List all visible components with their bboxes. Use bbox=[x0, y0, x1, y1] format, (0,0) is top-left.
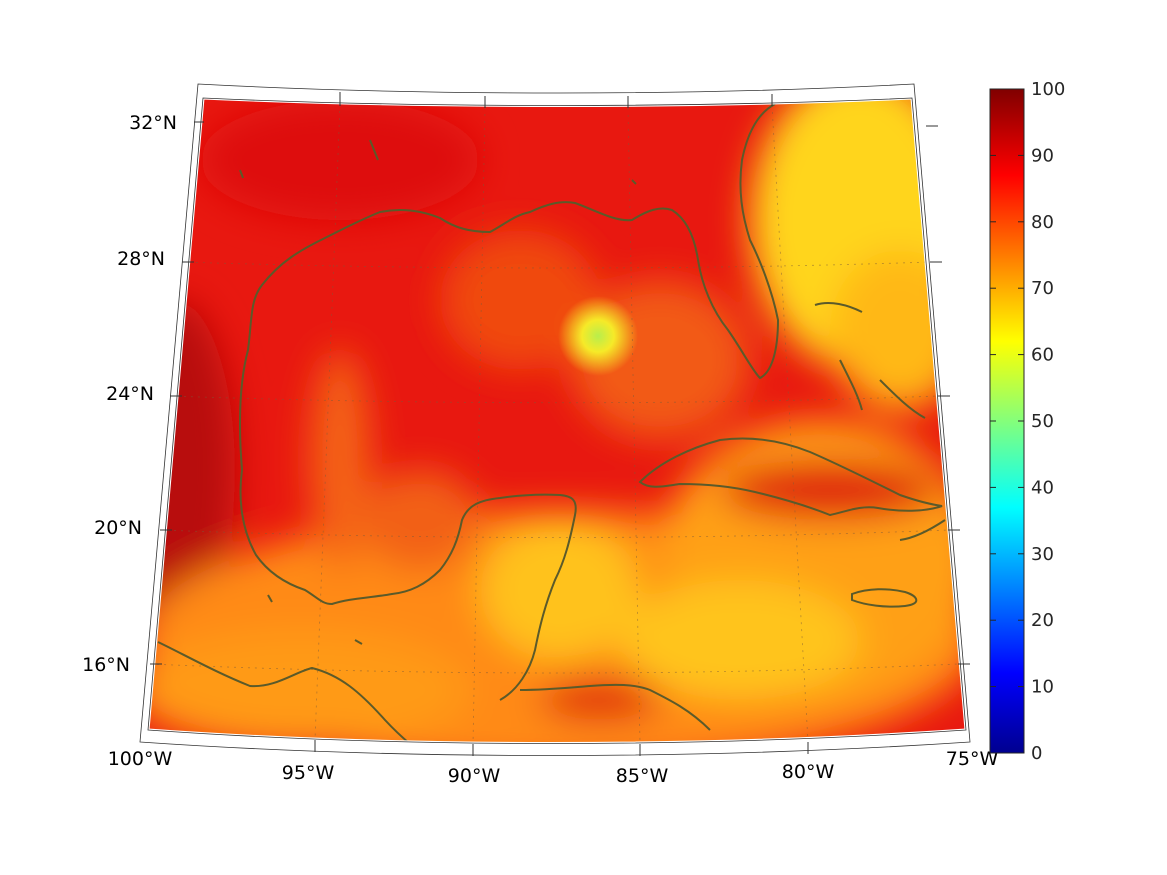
colorbar-tick-label: 60 bbox=[1031, 345, 1054, 366]
lon-label-80w: 80°W bbox=[782, 761, 835, 783]
map-frame-outer bbox=[139, 83, 971, 756]
map-area bbox=[148, 98, 966, 744]
coastline-hispaniola bbox=[899, 519, 946, 541]
colorbar-tick-label: 70 bbox=[1031, 278, 1054, 299]
colorbar-tick-label: 80 bbox=[1031, 212, 1054, 233]
colorbar-tick-label: 100 bbox=[1031, 79, 1065, 100]
coastline-cuba bbox=[638, 437, 943, 517]
lon-label-75w: 75°W bbox=[946, 748, 999, 770]
coastline-us-gulf bbox=[239, 103, 780, 471]
field-shading bbox=[148, 98, 966, 744]
lat-label-28n: 28°N bbox=[117, 248, 165, 270]
colorbar-tick-label: 40 bbox=[1031, 477, 1054, 498]
map-frame-inner bbox=[147, 97, 967, 744]
colorbar-tick-label: 10 bbox=[1031, 677, 1054, 698]
coastline-mexico bbox=[239, 469, 577, 701]
lat-label-24n: 24°N bbox=[106, 383, 154, 405]
lat-label-20n: 20°N bbox=[94, 517, 142, 539]
coastline-honduras bbox=[519, 683, 711, 731]
colorbar-tick-label: 20 bbox=[1031, 610, 1054, 631]
coastline-bahamas bbox=[814, 302, 926, 419]
colorbar: 0 10 20 30 40 50 60 70 80 90 100 bbox=[989, 79, 1065, 764]
longitude-labels: 100°W 95°W 90°W 85°W 80°W 75°W bbox=[108, 748, 999, 787]
frame-ticks bbox=[150, 92, 970, 756]
colorbar-tick-label: 50 bbox=[1031, 411, 1054, 432]
coastline-islands bbox=[239, 139, 637, 645]
lon-label-100w: 100°W bbox=[108, 748, 173, 770]
lon-label-95w: 95°W bbox=[282, 762, 335, 784]
lat-label-32n: 32°N bbox=[129, 112, 177, 134]
colorbar-tick-label: 0 bbox=[1031, 743, 1042, 764]
coastline-jamaica bbox=[851, 588, 918, 608]
colorbar-tick-label: 30 bbox=[1031, 544, 1054, 565]
latitude-labels: 16°N 20°N 24°N 28°N 32°N bbox=[82, 112, 177, 676]
graticule bbox=[149, 103, 959, 744]
low-value-spot bbox=[558, 296, 638, 376]
coastline-pacific bbox=[157, 641, 416, 744]
colorbar-ticks: 0 10 20 30 40 50 60 70 80 90 100 bbox=[990, 79, 1065, 764]
lon-label-90w: 90°W bbox=[448, 765, 501, 787]
lat-label-16n: 16°N bbox=[82, 654, 130, 676]
colorbar-tick-label: 90 bbox=[1031, 145, 1054, 166]
coastlines bbox=[157, 103, 946, 744]
lon-label-85w: 85°W bbox=[616, 765, 669, 787]
